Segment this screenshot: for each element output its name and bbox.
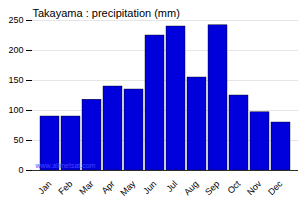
svg-text:200: 200	[8, 45, 23, 55]
svg-text:Jul: Jul	[164, 179, 179, 194]
svg-text:Mar: Mar	[77, 179, 95, 197]
svg-text:Jan: Jan	[36, 179, 53, 196]
svg-text:0: 0	[18, 165, 23, 175]
svg-text:Dec: Dec	[266, 178, 285, 197]
svg-text:May: May	[118, 178, 137, 197]
svg-text:Apr: Apr	[99, 179, 116, 196]
svg-text:150: 150	[8, 75, 23, 85]
svg-text:Sep: Sep	[203, 179, 221, 197]
svg-text:250: 250	[8, 15, 23, 25]
svg-text:www.allmetsat.com: www.allmetsat.com	[35, 162, 96, 169]
svg-text:50: 50	[13, 135, 23, 145]
svg-text:Takayama : precipitation (mm): Takayama : precipitation (mm)	[33, 7, 180, 19]
svg-text:Aug: Aug	[182, 179, 200, 197]
svg-text:Oct: Oct	[225, 178, 242, 195]
svg-text:100: 100	[8, 105, 23, 115]
svg-text:Jun: Jun	[141, 179, 158, 196]
svg-text:Feb: Feb	[56, 179, 74, 197]
svg-text:Nov: Nov	[245, 178, 264, 197]
